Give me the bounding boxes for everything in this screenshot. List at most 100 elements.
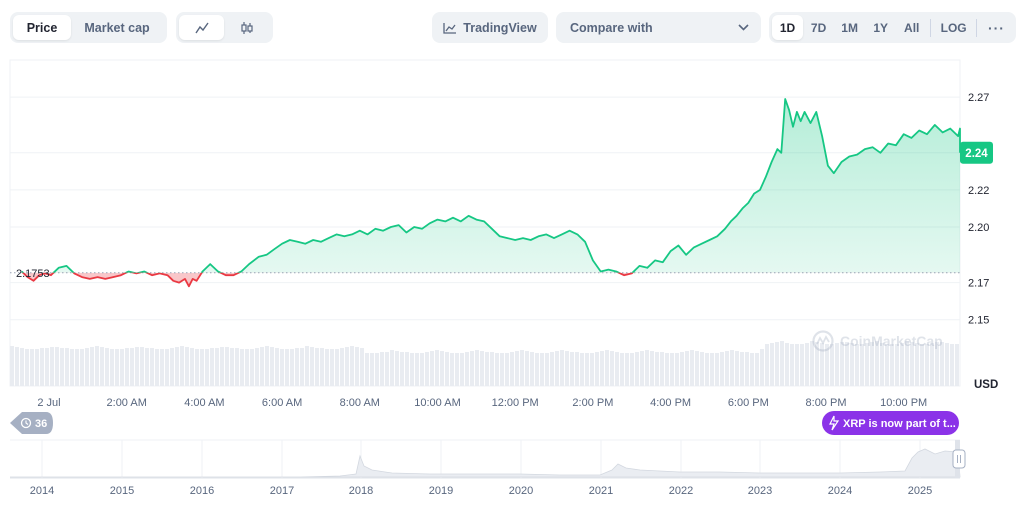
volume-bar xyxy=(145,348,149,386)
volume-bar xyxy=(890,344,894,386)
volume-bar xyxy=(50,347,54,386)
volume-bar xyxy=(240,349,244,386)
volume-bar xyxy=(205,349,209,386)
tradingview-icon xyxy=(443,22,457,34)
volume-bar xyxy=(760,349,764,386)
volume-bar xyxy=(235,348,239,386)
volume-bar xyxy=(915,343,919,386)
chart-kind-toggle xyxy=(176,12,273,43)
navigator-year-label: 2023 xyxy=(748,485,772,497)
coinmarketcap-logo-icon xyxy=(812,330,834,352)
volume-bar xyxy=(685,351,689,386)
more-options-button[interactable]: ··· xyxy=(987,19,1005,36)
event-count-badge-bg xyxy=(10,412,53,434)
volume-bar xyxy=(545,353,549,386)
volume-bar xyxy=(635,352,639,386)
current-price-tag-bg xyxy=(960,141,993,164)
lightning-icon xyxy=(829,415,840,431)
x-tick-label: 12:00 PM xyxy=(492,397,539,409)
tradingview-button[interactable]: TradingView xyxy=(432,12,548,43)
line-chart-button[interactable] xyxy=(179,15,224,40)
navigator-year-label: 2019 xyxy=(429,485,453,497)
volume-bar xyxy=(540,353,544,386)
volume-bar xyxy=(735,351,739,386)
volume-bar xyxy=(165,349,169,386)
volume-bar xyxy=(910,342,914,386)
volume-bar xyxy=(315,348,319,386)
volume-bar xyxy=(460,353,464,386)
range-7d[interactable]: 7D xyxy=(810,20,827,35)
candlestick-button[interactable] xyxy=(224,15,269,40)
volume-bar xyxy=(100,347,104,386)
range-1m[interactable]: 1M xyxy=(841,20,858,35)
event-count-badge[interactable]: 36 xyxy=(10,412,53,434)
x-tick-label: 2 Jul xyxy=(37,397,60,409)
price-chart[interactable]: 2.1753 CoinMarketCap 2.15 2.17 2.20 2.22 2.2… xyxy=(0,56,1024,509)
volume-bar xyxy=(295,348,299,386)
volume-bar xyxy=(640,351,644,386)
volume-bar xyxy=(905,341,909,386)
range-1d[interactable]: 1D xyxy=(772,15,804,40)
volume-bar xyxy=(55,347,59,386)
volume-bar xyxy=(160,349,164,386)
compare-label: Compare with xyxy=(570,20,653,35)
volume-bar xyxy=(400,352,404,386)
range-1y[interactable]: 1Y xyxy=(873,20,888,35)
compare-select[interactable]: Compare with xyxy=(556,12,761,43)
x-tick-label: 6:00 PM xyxy=(728,397,769,409)
navigator-year-label: 2016 xyxy=(190,485,214,497)
price-line-up xyxy=(21,98,961,273)
volume-bar xyxy=(425,352,429,386)
volume-bar xyxy=(80,349,84,386)
range-divider xyxy=(976,18,977,37)
volume-bar xyxy=(560,350,564,386)
navigator-year-label: 2017 xyxy=(270,485,294,497)
volume-bar xyxy=(260,347,264,386)
tab-price[interactable]: Price xyxy=(13,15,71,40)
volume-bar xyxy=(85,348,89,386)
volume-bar xyxy=(435,350,439,386)
y-axis-labels: 2.15 2.17 2.20 2.22 2.27 xyxy=(968,92,989,327)
volume-bar xyxy=(525,351,529,386)
volume-bar xyxy=(815,342,819,386)
volume-bar xyxy=(610,351,614,386)
volume-bar xyxy=(850,343,854,386)
volume-bar xyxy=(855,344,859,386)
volume-bar xyxy=(225,347,229,386)
volume-bar xyxy=(365,353,369,386)
volume-bar xyxy=(860,344,864,386)
volume-bar xyxy=(440,351,444,386)
volume-bar xyxy=(95,346,99,386)
volume-bar xyxy=(375,353,379,386)
volume-bar xyxy=(150,348,154,386)
volume-bar xyxy=(770,343,774,386)
navigator-year-label: 2021 xyxy=(589,485,613,497)
volume-bar xyxy=(665,353,669,386)
volume-bar xyxy=(170,348,174,386)
volume-bar xyxy=(925,344,929,386)
navigator-handle[interactable] xyxy=(952,449,966,469)
x-tick-label: 4:00 PM xyxy=(650,397,691,409)
volume-bar xyxy=(430,351,434,386)
range-navigator[interactable]: 2014 2015 2016 2017 2018 2019 2020 2021 2022 2023… xyxy=(10,439,966,497)
volume-bar xyxy=(885,344,889,386)
tab-market-cap[interactable]: Market cap xyxy=(84,20,150,35)
volume-bar xyxy=(675,353,679,386)
volume-bar xyxy=(725,351,729,386)
volume-bar xyxy=(795,344,799,386)
y-tick-label: 2.27 xyxy=(968,92,989,104)
volume-bar xyxy=(575,352,579,386)
volume-bar xyxy=(230,348,234,386)
volume-bar xyxy=(845,342,849,386)
volume-bar xyxy=(880,343,884,386)
watermark-text: CoinMarketCap xyxy=(840,333,943,349)
volume-bar xyxy=(800,344,804,386)
range-all[interactable]: All xyxy=(904,20,920,35)
log-scale-button[interactable]: LOG xyxy=(940,20,967,35)
volume-bar xyxy=(655,352,659,386)
volume-bar xyxy=(270,347,274,386)
volume-bar xyxy=(305,346,309,386)
volume-bar xyxy=(690,350,694,386)
news-pill[interactable]: XRP is now part of t... xyxy=(822,411,959,435)
volume-bar xyxy=(555,351,559,386)
